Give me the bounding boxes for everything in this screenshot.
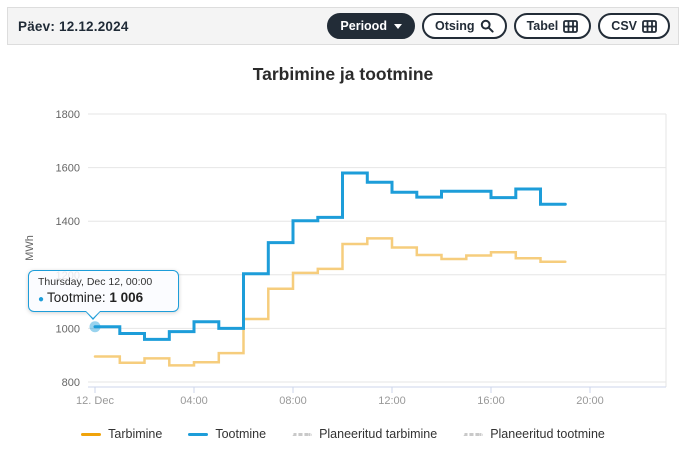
legend-label: Planeeritud tootmine bbox=[490, 427, 605, 441]
series-bullet-icon: ● bbox=[38, 294, 45, 305]
search-icon bbox=[480, 19, 494, 33]
day-label: Päev: bbox=[18, 18, 56, 34]
y-axis-title: MWh bbox=[24, 235, 36, 261]
chart-legend: Tarbimine Tootmine Planeeritud tarbimine Pl… bbox=[0, 427, 686, 441]
table-icon bbox=[563, 19, 579, 33]
tooltip-timestamp: Thursday, Dec 12, 00:00 bbox=[38, 276, 153, 288]
date-label: Päev: 12.12.2024 bbox=[18, 19, 129, 34]
csv-button-label: CSV bbox=[611, 18, 637, 33]
page-title: Tarbimine ja tootmine bbox=[252, 64, 434, 84]
series-line-tootmine[interactable] bbox=[93, 171, 567, 341]
legend-item-planeeritud-tootmine[interactable]: Planeeritud tootmine bbox=[463, 427, 605, 441]
line-swatch-icon bbox=[81, 432, 102, 436]
otsing-button[interactable]: Otsing bbox=[421, 13, 507, 39]
legend-label: Tarbimine bbox=[108, 427, 163, 441]
series-line-tarbimine[interactable] bbox=[93, 237, 567, 367]
line-swatch-icon bbox=[188, 432, 209, 436]
chart-tooltip: Thursday, Dec 12, 00:00 ● Tootmine: 1 006 bbox=[28, 270, 179, 320]
legend-item-tootmine[interactable]: Tootmine bbox=[188, 427, 266, 441]
x-axis-tick-label: 20:00 bbox=[576, 395, 604, 407]
legend-item-planeeritud-tarbimine[interactable]: Planeeritud tarbimine bbox=[292, 427, 437, 441]
x-axis-tick-label: 08:00 bbox=[279, 395, 307, 407]
hovered-point-marker[interactable] bbox=[89, 321, 101, 333]
y-axis-tick-label: 1600 bbox=[56, 163, 80, 175]
day-value: 12.12.2024 bbox=[58, 18, 129, 34]
dotted-line-icon bbox=[463, 432, 484, 436]
legend-label: Planeeritud tarbimine bbox=[319, 427, 438, 441]
tabel-button[interactable]: Tabel bbox=[513, 13, 592, 39]
toolbar-buttons: Periood Otsing Tabel CS bbox=[327, 13, 670, 39]
tooltip-value: 1 006 bbox=[109, 290, 144, 305]
y-axis-tick-label: 1000 bbox=[56, 323, 80, 335]
tabel-button-label: Tabel bbox=[526, 18, 559, 33]
y-axis-tick-label: 1400 bbox=[56, 216, 80, 228]
otsing-button-label: Otsing bbox=[434, 18, 475, 33]
tooltip-value-row: ● Tootmine: 1 006 bbox=[38, 290, 144, 305]
csv-button[interactable]: CSV bbox=[598, 13, 670, 39]
x-axis-tick-label: 12:00 bbox=[378, 395, 406, 407]
chevron-down-icon bbox=[393, 23, 402, 29]
dotted-line-icon bbox=[292, 432, 313, 436]
legend-label: Tootmine bbox=[215, 427, 267, 441]
table-icon bbox=[642, 19, 657, 33]
y-axis-tick-label: 800 bbox=[62, 377, 80, 389]
x-axis-tick-label: 12. Dec bbox=[76, 395, 114, 407]
legend-item-tarbimine[interactable]: Tarbimine bbox=[81, 427, 162, 441]
y-axis-tick-label: 1800 bbox=[56, 109, 80, 121]
x-axis-tick-label: 04:00 bbox=[180, 395, 208, 407]
periood-button-label: Periood bbox=[340, 18, 387, 33]
x-axis-tick-label: 16:00 bbox=[477, 395, 505, 407]
toolbar: Päev: 12.12.2024 Periood Otsing Tabel bbox=[7, 7, 679, 45]
tooltip-series-name: Tootmine bbox=[47, 290, 102, 305]
periood-button[interactable]: Periood bbox=[327, 13, 415, 39]
